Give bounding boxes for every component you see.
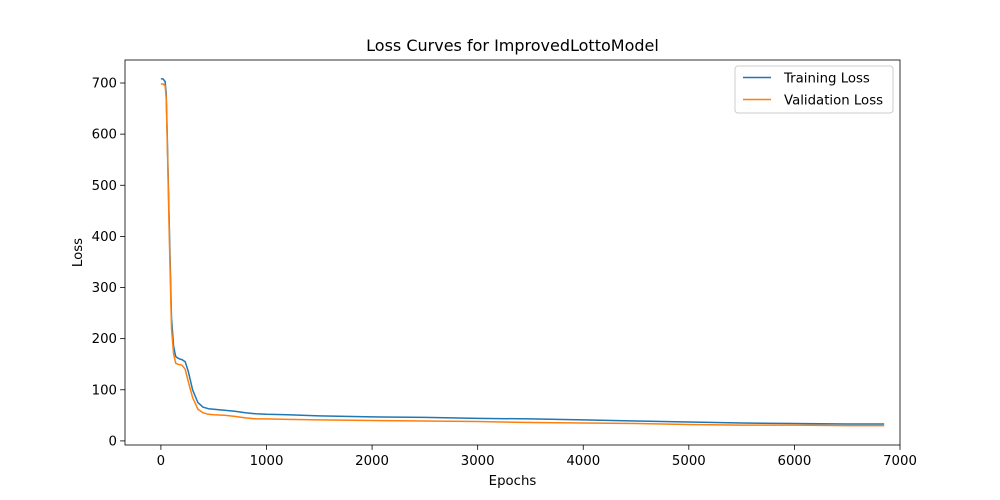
- series-lines: [160, 78, 885, 427]
- chart-title: Loss Curves for ImprovedLottoModel: [366, 36, 659, 55]
- legend: Training Loss Validation Loss: [734, 65, 894, 114]
- plot-area: [125, 60, 900, 445]
- y-axis-label: Loss: [71, 238, 86, 267]
- x-tick-label: 5000: [672, 454, 706, 469]
- x-tick-label: 0: [157, 454, 165, 469]
- x-axis-label: Epochs: [489, 474, 537, 489]
- x-tick-label: 6000: [777, 454, 811, 469]
- x-tick-label: 3000: [461, 454, 495, 469]
- y-tick-label: 600: [92, 128, 117, 143]
- y-tick-label: 0: [109, 434, 117, 449]
- y-tick-label: 500: [92, 179, 117, 194]
- x-tick-label: 4000: [566, 454, 600, 469]
- x-axis-ticks: 0 1000 2000 3000 4000 5000 6000 7000: [157, 445, 917, 469]
- plot-frame: [124, 59, 901, 446]
- legend-label-validation: Validation Loss: [784, 94, 883, 109]
- y-axis-ticks: 0 100 200 300 400 500 600 700: [92, 77, 125, 449]
- x-tick-label: 2000: [355, 454, 389, 469]
- y-tick-label: 200: [92, 332, 117, 347]
- validation-loss-line: [160, 83, 885, 427]
- y-tick-label: 700: [92, 77, 117, 92]
- x-tick-label: 7000: [883, 454, 917, 469]
- legend-box: [734, 65, 894, 114]
- y-tick-label: 100: [92, 383, 117, 398]
- x-tick-label: 1000: [250, 454, 284, 469]
- y-tick-label: 300: [92, 281, 117, 296]
- legend-label-training: Training Loss: [783, 72, 870, 87]
- y-tick-label: 400: [92, 230, 117, 245]
